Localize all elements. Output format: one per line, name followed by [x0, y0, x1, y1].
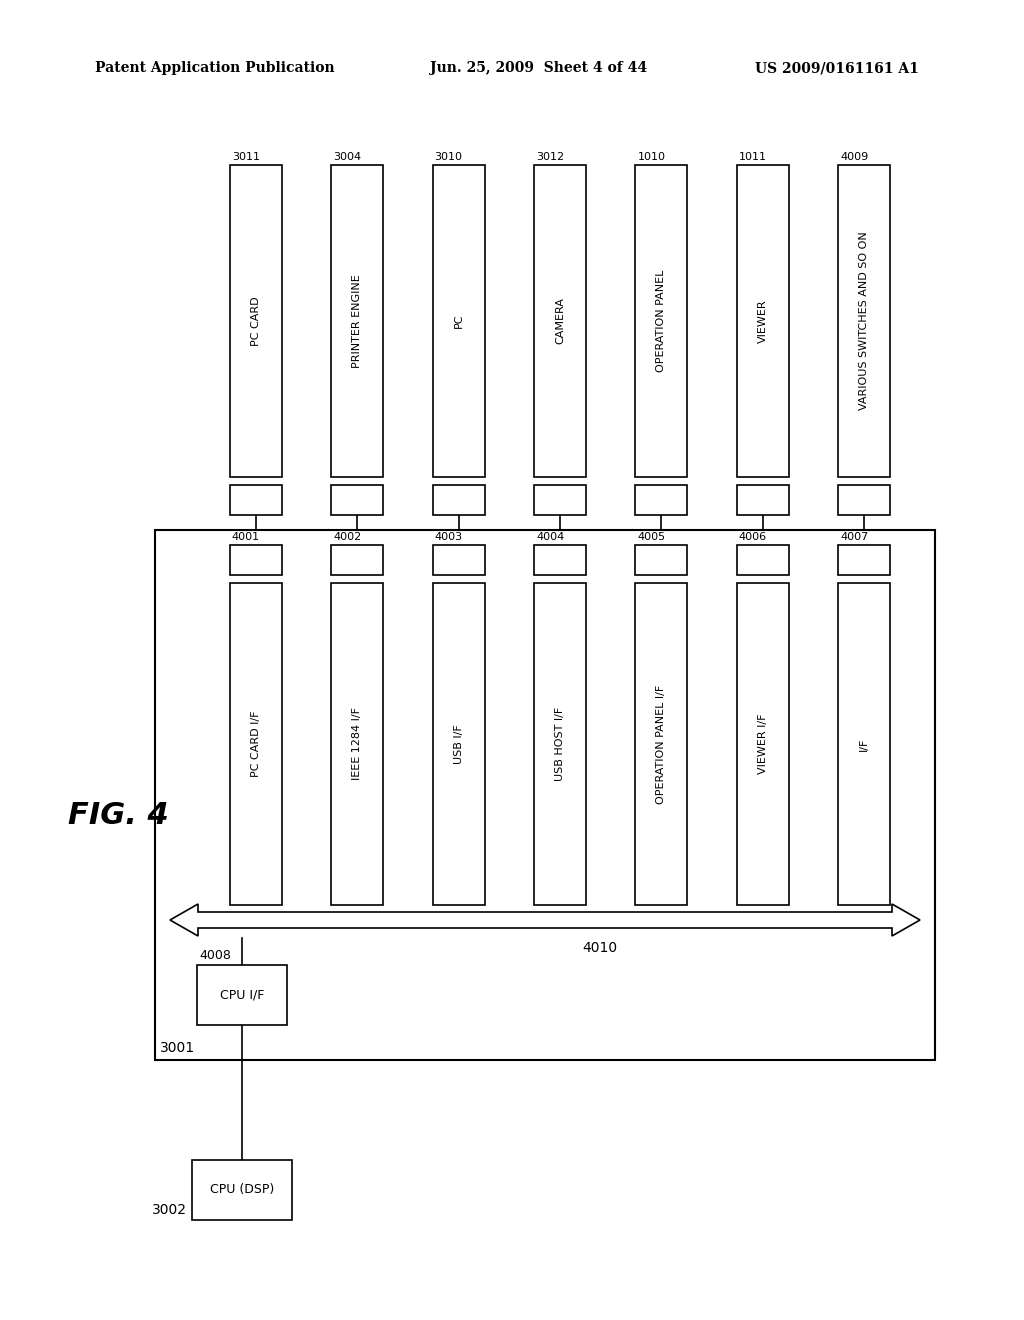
Text: I/F: I/F: [859, 738, 869, 751]
Text: 3010: 3010: [434, 152, 463, 162]
Bar: [737, 545, 788, 576]
Text: 4006: 4006: [739, 532, 767, 543]
Text: 3001: 3001: [160, 1041, 196, 1055]
Bar: [432, 545, 484, 576]
Text: VIEWER: VIEWER: [758, 300, 768, 343]
Polygon shape: [170, 904, 920, 936]
Bar: [534, 545, 586, 576]
Bar: [229, 583, 282, 906]
Text: 4004: 4004: [536, 532, 564, 543]
Text: 4003: 4003: [434, 532, 463, 543]
Bar: [636, 484, 687, 515]
Text: USB HOST I/F: USB HOST I/F: [555, 708, 565, 781]
Text: PC CARD I/F: PC CARD I/F: [251, 710, 261, 777]
Text: VIEWER I/F: VIEWER I/F: [758, 714, 768, 775]
Text: Jun. 25, 2009  Sheet 4 of 44: Jun. 25, 2009 Sheet 4 of 44: [430, 61, 647, 75]
Bar: [636, 165, 687, 477]
Bar: [534, 484, 586, 515]
Text: OPERATION PANEL I/F: OPERATION PANEL I/F: [656, 684, 667, 804]
Bar: [839, 583, 890, 906]
Bar: [839, 165, 890, 477]
Bar: [155, 531, 935, 1060]
Bar: [534, 583, 586, 906]
Bar: [636, 545, 687, 576]
Bar: [331, 165, 383, 477]
Text: 4010: 4010: [583, 941, 617, 954]
Bar: [197, 965, 287, 1026]
Text: 4009: 4009: [841, 152, 868, 162]
Text: US 2009/0161161 A1: US 2009/0161161 A1: [755, 61, 919, 75]
Bar: [636, 583, 687, 906]
Bar: [432, 583, 484, 906]
Bar: [839, 545, 890, 576]
Text: PRINTER ENGINE: PRINTER ENGINE: [352, 275, 362, 368]
Text: 4001: 4001: [231, 532, 260, 543]
Text: 4005: 4005: [637, 532, 666, 543]
Text: OPERATION PANEL: OPERATION PANEL: [656, 269, 667, 372]
Text: 4007: 4007: [841, 532, 868, 543]
Text: IEEE 1284 I/F: IEEE 1284 I/F: [352, 708, 362, 780]
Text: 3011: 3011: [231, 152, 260, 162]
Bar: [432, 484, 484, 515]
Text: CAMERA: CAMERA: [555, 297, 565, 345]
Text: CPU I/F: CPU I/F: [220, 989, 264, 1002]
Text: 4002: 4002: [333, 532, 361, 543]
Bar: [193, 1160, 292, 1220]
Bar: [229, 545, 282, 576]
Text: Patent Application Publication: Patent Application Publication: [95, 61, 335, 75]
Text: 3012: 3012: [536, 152, 564, 162]
Text: PC CARD: PC CARD: [251, 296, 261, 346]
Bar: [432, 165, 484, 477]
Bar: [331, 583, 383, 906]
Text: PC: PC: [454, 314, 464, 329]
Bar: [737, 165, 788, 477]
Text: CPU (DSP): CPU (DSP): [210, 1184, 274, 1196]
Bar: [229, 484, 282, 515]
Text: 1010: 1010: [637, 152, 666, 162]
Text: VARIOUS SWITCHES AND SO ON: VARIOUS SWITCHES AND SO ON: [859, 231, 869, 411]
Bar: [331, 545, 383, 576]
Text: 3004: 3004: [333, 152, 361, 162]
Bar: [534, 165, 586, 477]
Bar: [737, 484, 788, 515]
Text: 3002: 3002: [152, 1203, 187, 1217]
Text: USB I/F: USB I/F: [454, 725, 464, 764]
Bar: [839, 484, 890, 515]
Bar: [737, 583, 788, 906]
Text: 1011: 1011: [739, 152, 767, 162]
Text: 4008: 4008: [199, 949, 230, 962]
Text: FIG. 4: FIG. 4: [68, 800, 169, 829]
Bar: [331, 484, 383, 515]
Bar: [229, 165, 282, 477]
